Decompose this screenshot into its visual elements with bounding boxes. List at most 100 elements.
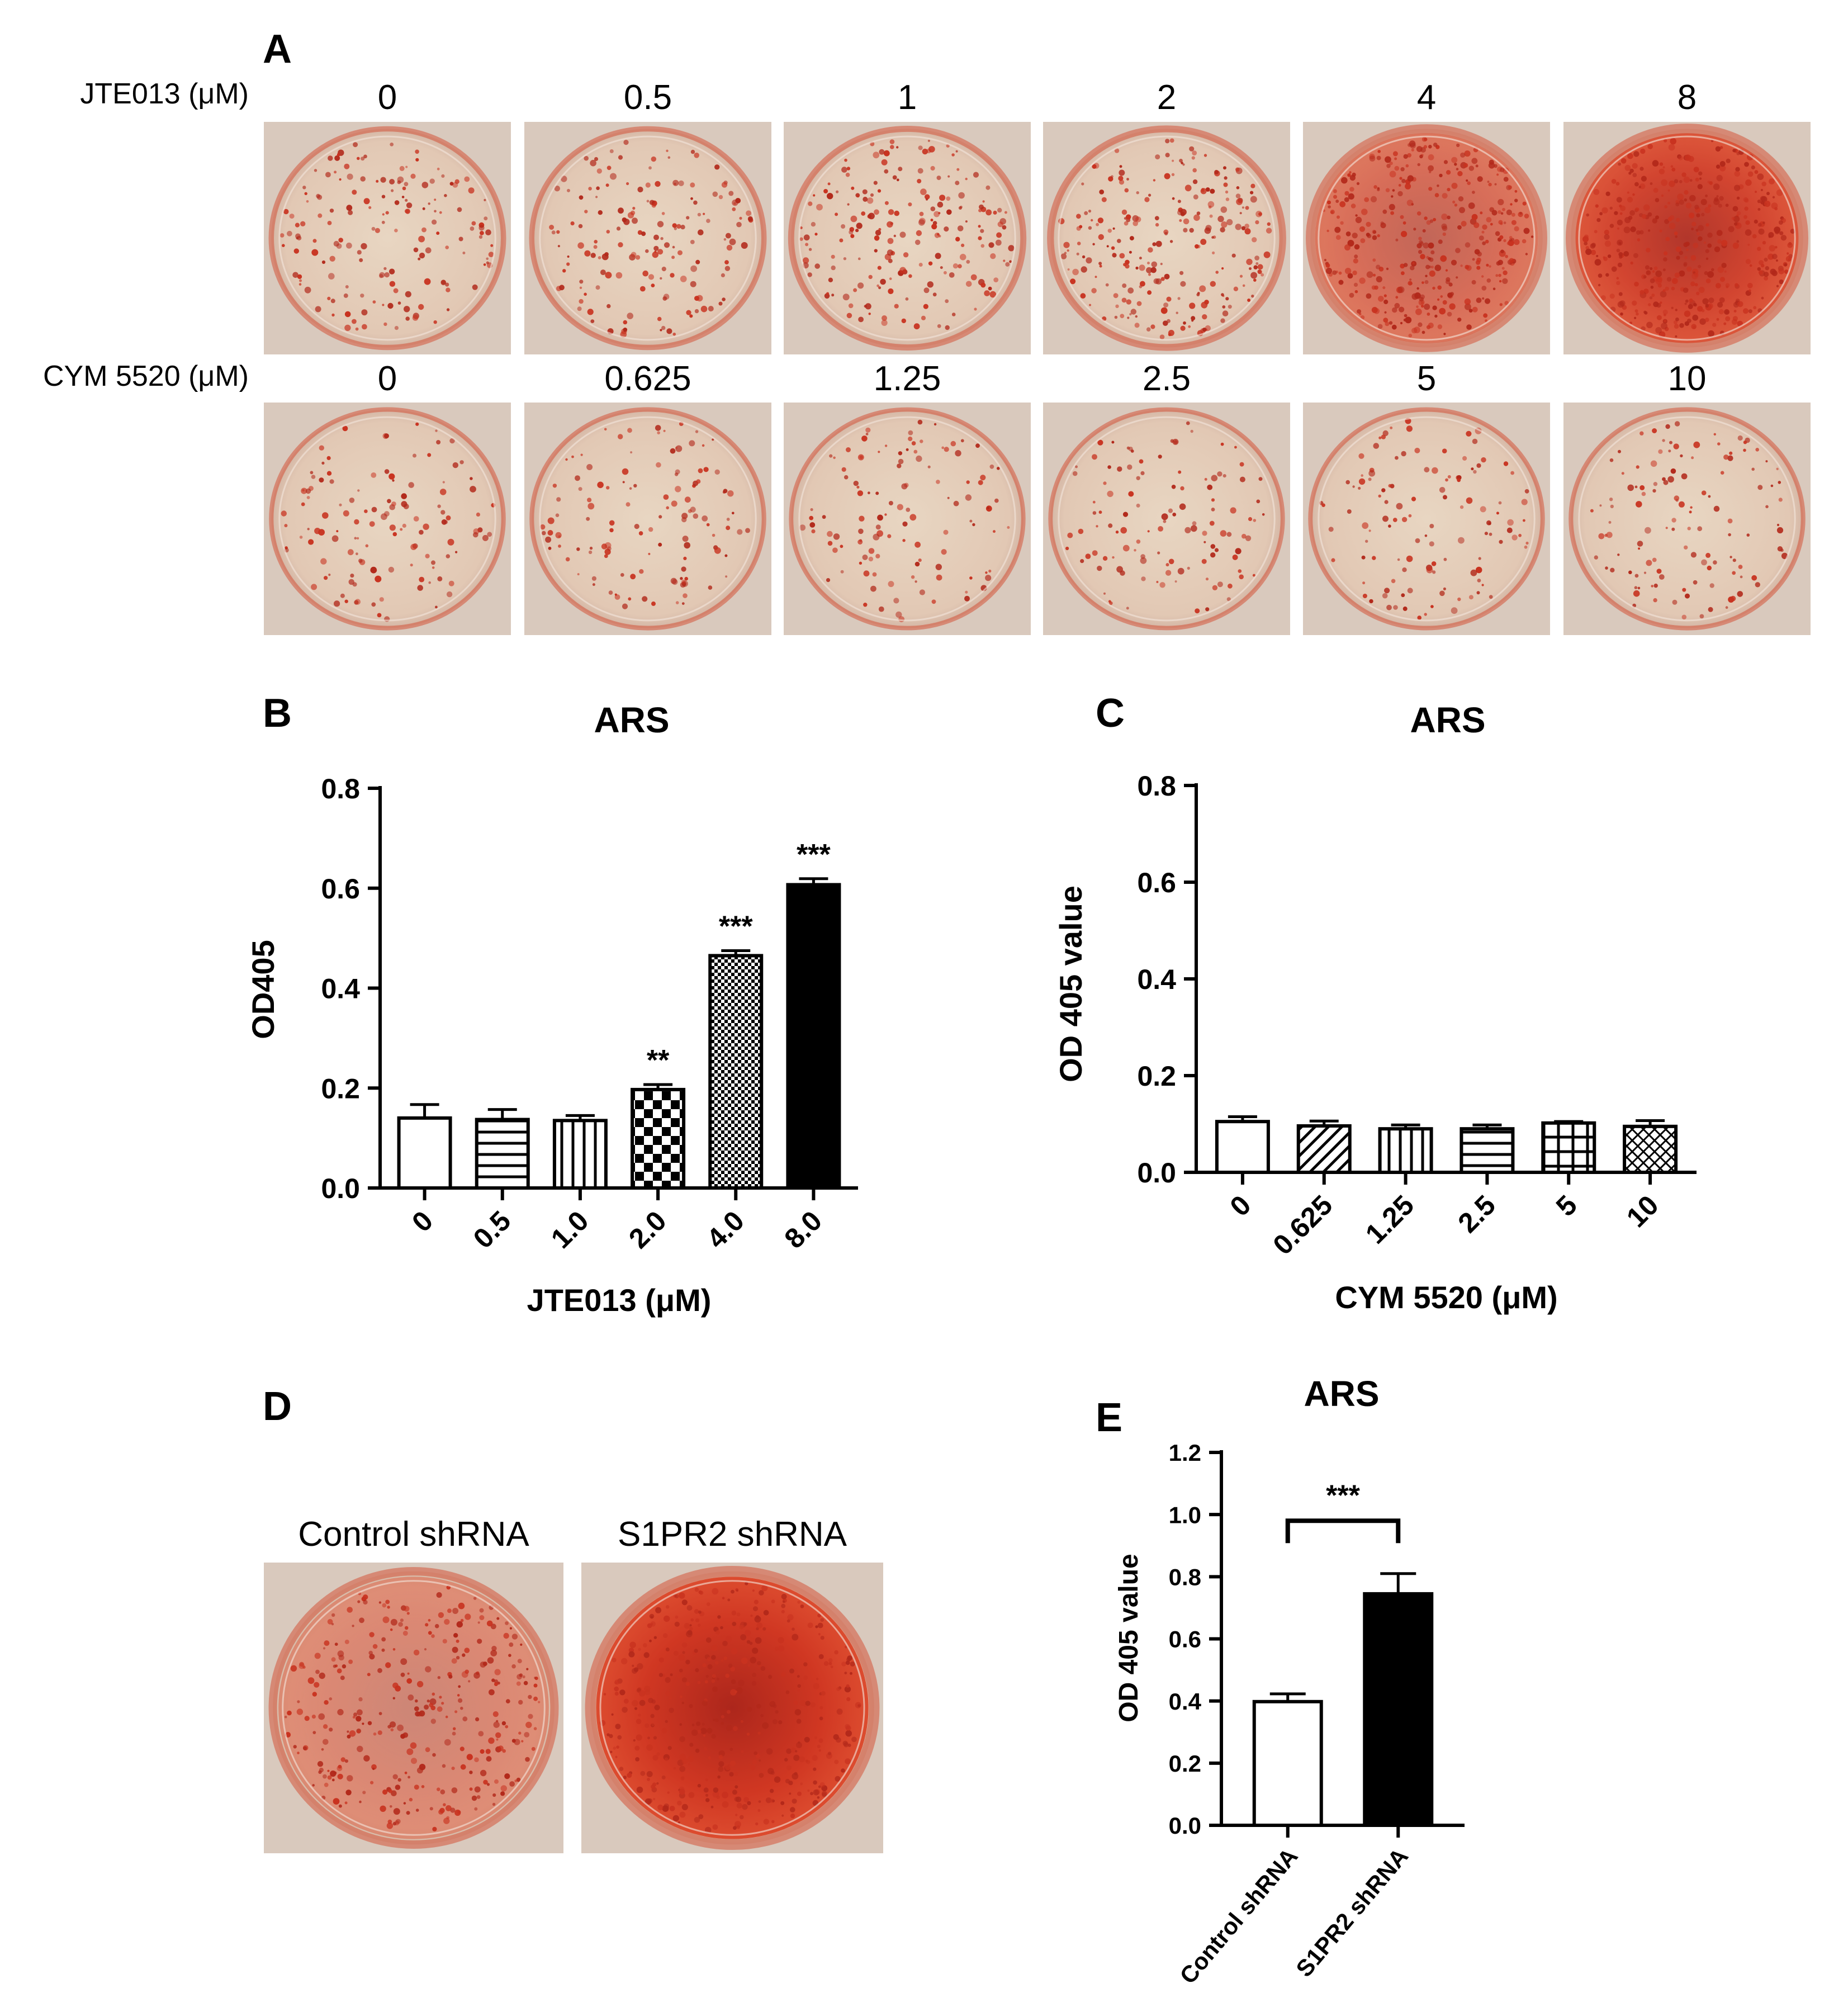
chart-title: ARS bbox=[1410, 700, 1485, 740]
jte013-conc-label: 1 bbox=[898, 78, 917, 117]
chart-title: ARS bbox=[594, 700, 669, 740]
significance-label: *** bbox=[1326, 1479, 1360, 1512]
jte013-conc-label: 8 bbox=[1678, 78, 1697, 117]
significance-bracket bbox=[1285, 1518, 1401, 1544]
panel-a: A JTE013 (μM) CYM 5520 (μM) 0 0.5 1 2 4 8 0 0.… bbox=[43, 27, 1811, 635]
x-tick-label: 0.5 bbox=[467, 1205, 517, 1255]
cym5520-conc-label: 5 bbox=[1417, 359, 1436, 398]
shrna-dish bbox=[264, 1563, 563, 1853]
y-tick-label: 0.4 bbox=[321, 973, 360, 1005]
panel-d-letter: D bbox=[263, 1384, 292, 1429]
y-tick-label: 0.8 bbox=[321, 773, 360, 804]
y-axis-title: OD 405 value bbox=[1114, 1554, 1144, 1722]
jte013-dish bbox=[1043, 122, 1290, 354]
jte013-dish bbox=[1563, 122, 1811, 354]
x-tick-label: 0.625 bbox=[1267, 1189, 1338, 1261]
panel-e-letter: E bbox=[1096, 1395, 1122, 1440]
cym5520-dish bbox=[524, 403, 771, 635]
bar bbox=[708, 954, 764, 1190]
cym5520-dish bbox=[264, 403, 511, 635]
y-tick-label: 0.4 bbox=[1169, 1688, 1202, 1715]
y-tick-label: 0.6 bbox=[321, 873, 360, 905]
jte013-dish bbox=[524, 122, 771, 354]
cym5520-dish bbox=[1043, 403, 1290, 635]
x-tick-label: 2.5 bbox=[1452, 1189, 1501, 1239]
panel-b-chart: B ARS 0.0 0.2 0.4 0.6 0.8 OD405 JTE013 (μM) 0 0.5… bbox=[245, 691, 858, 1318]
significance-label: ** bbox=[647, 1044, 670, 1077]
chart-title: ARS bbox=[1304, 1374, 1379, 1414]
y-tick-label: 0.6 bbox=[1137, 867, 1176, 898]
x-tick-label: 0 bbox=[406, 1205, 439, 1238]
panel-c-chart: C ARS 0.0 0.2 0.4 0.6 0.8 OD 405 value CYM 5520… bbox=[1053, 691, 1697, 1315]
cym5520-conc-label: 10 bbox=[1668, 359, 1707, 398]
x-tick-label: 5 bbox=[1550, 1189, 1583, 1222]
bar bbox=[1363, 1592, 1434, 1827]
cym5520-conc-label: 1.25 bbox=[874, 359, 941, 398]
y-tick-label: 1.2 bbox=[1169, 1440, 1201, 1466]
shrna-dish-label: S1PR2 shRNA bbox=[618, 1515, 847, 1554]
shrna-dish-label: Control shRNA bbox=[298, 1515, 529, 1554]
jte013-conc-label: 0 bbox=[378, 78, 397, 117]
cym5520-dish bbox=[1303, 403, 1550, 635]
x-tick-label: 0 bbox=[1224, 1189, 1257, 1222]
bar bbox=[397, 1116, 452, 1190]
x-tick-label: 1.25 bbox=[1359, 1189, 1420, 1249]
cym5520-row-label: CYM 5520 (μM) bbox=[43, 360, 249, 392]
x-tick-label: Control shRNA bbox=[1174, 1843, 1302, 1989]
x-tick-label: 4.0 bbox=[700, 1205, 750, 1255]
x-tick-label: 8.0 bbox=[778, 1205, 828, 1255]
x-tick-label: 1.0 bbox=[545, 1205, 595, 1255]
cym5520-dish-row: 0 0.625 1.25 2.5 5 10 bbox=[264, 359, 1811, 635]
y-axis-title: OD405 bbox=[245, 940, 281, 1039]
shrna-dish-row: Control shRNA S1PR2 shRNA bbox=[264, 1515, 883, 1853]
x-tick-label: 2.0 bbox=[623, 1205, 672, 1255]
bar bbox=[1252, 1700, 1323, 1827]
panel-c-letter: C bbox=[1096, 691, 1125, 736]
jte013-dish bbox=[784, 122, 1031, 354]
y-tick-label: 0.8 bbox=[1169, 1564, 1201, 1590]
jte013-conc-label: 2 bbox=[1157, 78, 1176, 117]
jte013-conc-label: 4 bbox=[1417, 78, 1436, 117]
bar bbox=[786, 883, 841, 1190]
panel-d: D Control shRNA S1PR2 shRNA bbox=[263, 1384, 883, 1853]
significance-label: *** bbox=[797, 839, 831, 871]
y-tick-label: 0.8 bbox=[1137, 770, 1176, 802]
y-tick-label: 0.6 bbox=[1169, 1626, 1201, 1653]
x-tick-label: S1PR2 shRNA bbox=[1291, 1843, 1413, 1982]
panel-b-letter: B bbox=[263, 691, 292, 736]
y-tick-label: 0.0 bbox=[321, 1173, 360, 1204]
bar bbox=[1215, 1120, 1270, 1175]
y-tick-label: 0.0 bbox=[1137, 1157, 1176, 1189]
shrna-dish bbox=[581, 1563, 883, 1853]
significance-label: *** bbox=[719, 910, 753, 943]
y-axis-title: OD 405 value bbox=[1053, 886, 1088, 1082]
x-tick-label: 10 bbox=[1620, 1189, 1665, 1233]
y-tick-label: 0.0 bbox=[1169, 1812, 1201, 1839]
jte013-row-label: JTE013 (μM) bbox=[80, 78, 249, 110]
cym5520-dish bbox=[1563, 403, 1811, 635]
y-tick-label: 0.4 bbox=[1137, 964, 1176, 995]
bar bbox=[552, 1119, 608, 1190]
y-tick-label: 0.2 bbox=[1169, 1750, 1201, 1777]
cym5520-conc-label: 2.5 bbox=[1143, 359, 1191, 398]
bar bbox=[1460, 1127, 1515, 1175]
y-tick-label: 0.2 bbox=[1137, 1061, 1176, 1092]
bar bbox=[1378, 1127, 1433, 1175]
y-tick-label: 0.2 bbox=[321, 1073, 360, 1104]
bar bbox=[475, 1118, 530, 1190]
bar bbox=[631, 1087, 686, 1190]
bar bbox=[1541, 1121, 1596, 1175]
y-tick-label: 1.0 bbox=[1169, 1502, 1201, 1528]
jte013-dish bbox=[1303, 122, 1550, 354]
x-axis-title: CYM 5520 (μM) bbox=[1335, 1280, 1557, 1315]
cym5520-conc-label: 0 bbox=[378, 359, 397, 398]
bar bbox=[1623, 1124, 1678, 1174]
cym5520-conc-label: 0.625 bbox=[604, 359, 691, 398]
panel-e-chart: E ARS 0.0 0.2 0.4 0.6 0.8 1.0 1.2 OD 405 value Co… bbox=[1096, 1374, 1465, 1989]
jte013-dish bbox=[264, 122, 511, 354]
jte013-dish-row: 0 0.5 1 2 4 8 bbox=[264, 78, 1811, 354]
jte013-conc-label: 0.5 bbox=[624, 78, 672, 117]
x-axis-title: JTE013 (μM) bbox=[527, 1282, 712, 1318]
cym5520-dish bbox=[784, 403, 1031, 635]
